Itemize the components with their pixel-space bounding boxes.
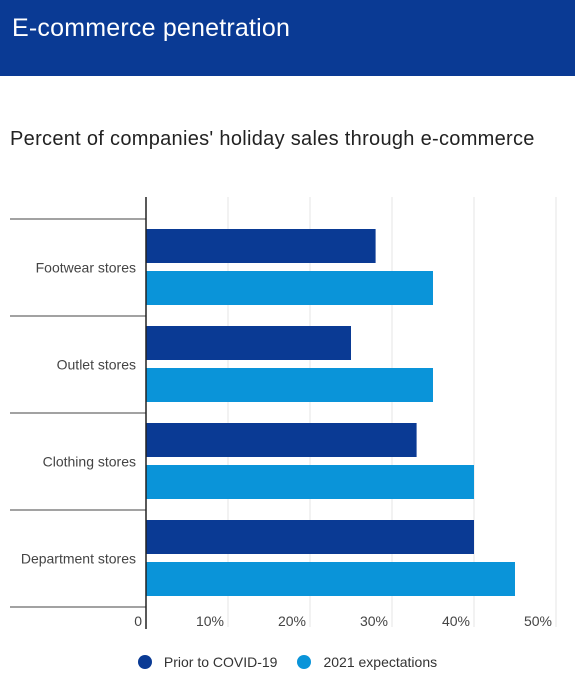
bar-2-0 xyxy=(146,423,417,457)
legend-label-1: 2021 expectations xyxy=(323,654,438,670)
tick-label-5: 50% xyxy=(524,613,552,629)
bar-3-0 xyxy=(146,520,474,554)
tick-label-2: 20% xyxy=(278,613,306,629)
legend-label-0: Prior to COVID-19 xyxy=(163,654,278,670)
category-label-1: Outlet stores xyxy=(57,357,136,373)
legend-item-1: 2021 expectations xyxy=(297,654,437,670)
bar-3-1 xyxy=(146,562,515,596)
legend-swatch-0 xyxy=(137,655,152,669)
chart-legend: Prior to COVID-19 2021 expectations xyxy=(0,654,575,670)
legend-swatch-1 xyxy=(297,655,312,669)
bar-2-1 xyxy=(146,465,474,499)
tick-label-3: 30% xyxy=(360,613,388,629)
bar-0-0 xyxy=(146,229,376,263)
header-banner: E-commerce penetration xyxy=(0,0,575,76)
bar-1-1 xyxy=(146,368,433,402)
page-title: E-commerce penetration xyxy=(12,14,291,42)
category-label-2: Clothing stores xyxy=(43,454,136,470)
legend-item-0: Prior to COVID-19 xyxy=(137,654,278,670)
tick-label-0: 0 xyxy=(134,613,142,629)
bar-1-0 xyxy=(146,326,351,360)
category-label-3: Department stores xyxy=(21,551,136,567)
category-label-0: Footwear stores xyxy=(36,260,136,276)
bar-0-1 xyxy=(146,271,433,305)
tick-label-1: 10% xyxy=(196,613,224,629)
tick-label-4: 40% xyxy=(442,613,470,629)
chart-title: Percent of companies' holiday sales thro… xyxy=(10,128,535,150)
